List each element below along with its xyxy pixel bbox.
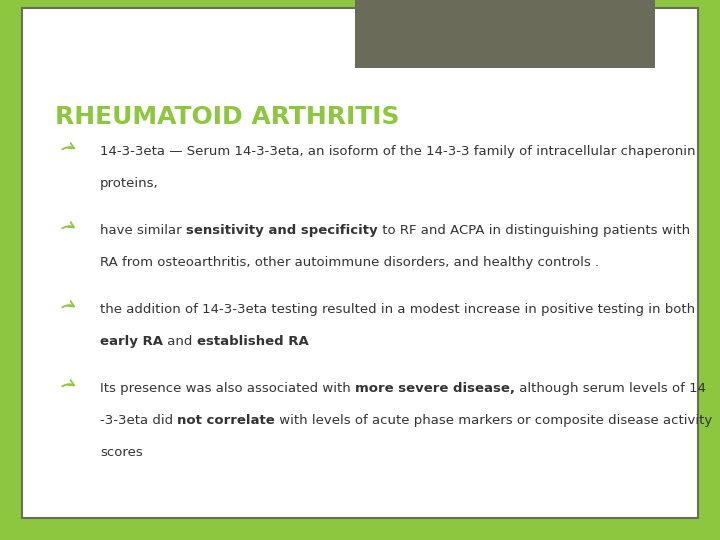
Text: 14-3-3eta — Serum 14-3-3eta, an isoform of the 14-3-3 family of intracellular ch: 14-3-3eta — Serum 14-3-3eta, an isoform … [100,145,696,158]
Text: have similar: have similar [100,224,186,237]
Text: Its presence was also associated with: Its presence was also associated with [100,382,355,395]
Text: the addition of 14-3-3eta testing resulted in a modest increase in positive test: the addition of 14-3-3eta testing result… [100,303,695,316]
FancyBboxPatch shape [22,8,698,518]
Text: not correlate: not correlate [177,414,275,427]
Text: -3-3eta did: -3-3eta did [100,414,177,427]
Text: although serum levels of 14: although serum levels of 14 [515,382,706,395]
Text: established RA: established RA [197,335,308,348]
Text: with levels of acute phase markers or composite disease activity: with levels of acute phase markers or co… [275,414,712,427]
Text: early RA: early RA [100,335,163,348]
Text: more severe disease,: more severe disease, [355,382,515,395]
Bar [355,0,655,68]
Text: scores: scores [100,446,143,459]
Text: to RF and ACPA in distinguishing patients with: to RF and ACPA in distinguishing patient… [377,224,690,237]
Text: RHEUMATOID ARTHRITIS: RHEUMATOID ARTHRITIS [55,105,400,129]
Text: sensitivity and specificity: sensitivity and specificity [186,224,377,237]
Text: proteins,: proteins, [100,177,158,190]
Text: RA from osteoarthritis, other autoimmune disorders, and healthy controls .: RA from osteoarthritis, other autoimmune… [100,256,599,269]
Text: and: and [163,335,197,348]
